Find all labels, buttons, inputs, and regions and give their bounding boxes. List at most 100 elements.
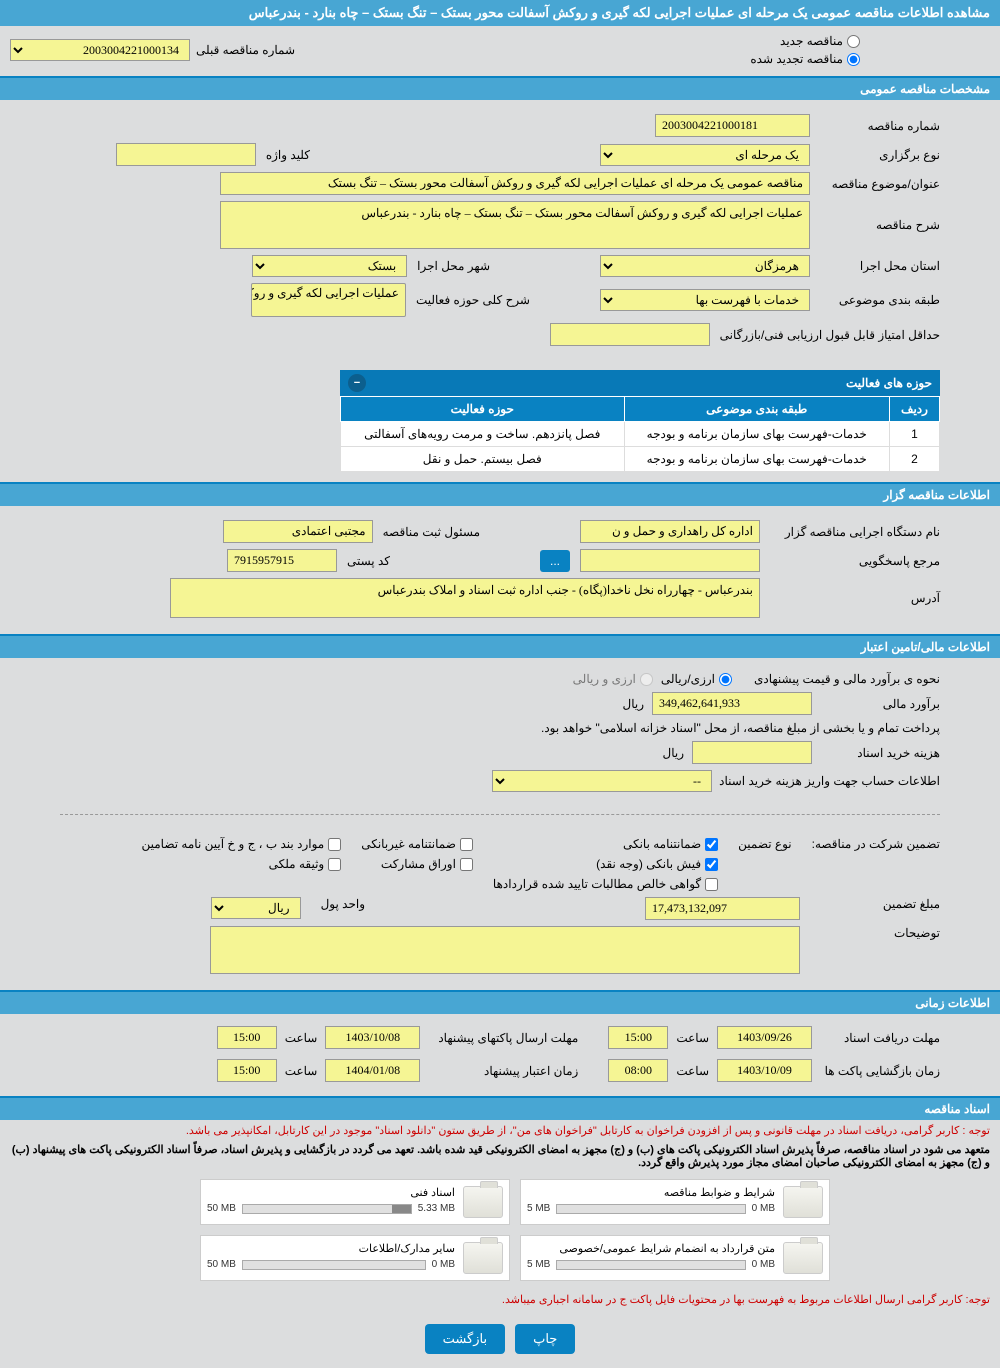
min-score-input[interactable] <box>550 323 710 346</box>
progress-bar <box>556 1260 745 1270</box>
responder-input[interactable] <box>580 549 760 572</box>
min-score-label: حداقل امتیاز قابل قبول ارزیابی فنی/بازرگ… <box>720 328 940 342</box>
type-label: نوع برگزاری <box>820 148 940 162</box>
account-label: اطلاعات حساب جهت واریز هزینه خرید اسناد <box>720 774 940 788</box>
validity-time-input[interactable] <box>217 1059 277 1082</box>
cell: خدمات-فهرست بهای سازمان برنامه و بودجه <box>624 447 889 472</box>
postal-label: کد پستی <box>347 554 390 568</box>
chk-bonds[interactable]: اوراق مشارکت <box>361 857 473 871</box>
estimate-input[interactable] <box>652 692 812 715</box>
keyword-label: کلید واژه <box>266 148 310 162</box>
collapse-icon[interactable]: − <box>348 374 366 392</box>
back-button[interactable]: بازگشت <box>425 1324 505 1354</box>
radio-renewed[interactable]: مناقصه تجدید شده <box>750 52 860 66</box>
chk-label: موارد بند ب ، ج و خ آیین نامه تضامین <box>142 837 325 851</box>
classification-select[interactable]: خدمات با فهرست بها <box>600 289 810 311</box>
subject-label: عنوان/موضوع مناقصه <box>820 177 940 191</box>
section-documents: اسناد مناقصه <box>0 1096 1000 1120</box>
doc-used: 0 MB <box>752 1259 775 1270</box>
open-time-input[interactable] <box>608 1059 668 1082</box>
doc-box-other[interactable]: سایر مدارک/اطلاعات 0 MB 50 MB <box>200 1235 510 1281</box>
cell: 1 <box>890 422 940 447</box>
col-row: ردیف <box>890 397 940 422</box>
page-title: مشاهده اطلاعات مناقصه عمومی یک مرحله ای … <box>0 0 1000 26</box>
cell: 2 <box>890 447 940 472</box>
org-input[interactable] <box>580 520 760 543</box>
chk-label: اوراق مشارکت <box>381 857 456 871</box>
keyword-input[interactable] <box>116 143 256 166</box>
account-select[interactable]: -- <box>492 770 712 792</box>
general-form: شماره مناقصه نوع برگزاری یک مرحله ای کلی… <box>0 100 1000 360</box>
city-select[interactable]: بستک <box>252 255 407 277</box>
chk-net-claims[interactable]: گواهی خالص مطالبات تایید شده قراردادها <box>493 877 718 891</box>
send-time-input[interactable] <box>217 1026 277 1049</box>
send-date-input[interactable] <box>325 1026 420 1049</box>
chk-label: ضمانتنامه غیربانکی <box>361 837 456 851</box>
address-textarea[interactable]: بندرعباس - چهارراه نخل ناخدا(پگاه) - جنب… <box>170 578 760 618</box>
chk-clauses[interactable]: موارد بند ب ، ج و خ آیین نامه تضامین <box>142 837 342 851</box>
cell: فصل بیستم. حمل و نقل <box>341 447 625 472</box>
docs-grid: شرایط و ضوابط مناقصه 0 MB 5 MB اسناد فنی… <box>0 1171 1000 1289</box>
postal-input[interactable] <box>227 549 337 572</box>
description-textarea[interactable]: عملیات اجرایی لکه گیری و روکش آسفالت محو… <box>220 201 810 249</box>
tender-number-input[interactable] <box>655 114 810 137</box>
type-select[interactable]: یک مرحله ای <box>600 144 810 166</box>
activity-desc-label: شرح کلی حوزه فعالیت <box>416 293 530 307</box>
estimate-label: برآورد مالی <box>820 697 940 711</box>
prev-number-label: شماره مناقصه قبلی <box>196 43 295 57</box>
prev-number-select[interactable]: 2003004221000134 <box>10 39 190 61</box>
guarantee-notes-label: توضیحات <box>820 926 940 940</box>
progress-bar <box>556 1204 745 1214</box>
doc-box-technical[interactable]: اسناد فنی 5.33 MB 50 MB <box>200 1179 510 1225</box>
ellipsis-button[interactable]: ... <box>540 550 570 572</box>
button-row: چاپ بازگشت <box>0 1310 1000 1368</box>
open-date-input[interactable] <box>717 1059 812 1082</box>
unit-select[interactable]: ریال <box>211 897 301 919</box>
doc-total: 50 MB <box>207 1259 236 1270</box>
print-button[interactable]: چاپ <box>515 1324 575 1354</box>
chk-label: فیش بانکی (وجه نقد) <box>596 857 701 871</box>
guarantee-type-label: نوع تضمین <box>738 837 791 851</box>
doc-box-terms[interactable]: شرایط و ضوابط مناقصه 0 MB 5 MB <box>520 1179 830 1225</box>
organizer-form: نام دستگاه اجرایی مناقصه گزار مسئول ثبت … <box>0 506 1000 632</box>
chk-label: وثیقه ملکی <box>269 857 325 871</box>
radio-renewed-label: مناقصه تجدید شده <box>750 52 843 66</box>
chk-bank-guarantee[interactable]: ضمانتنامه بانکی <box>493 837 718 851</box>
radio-fx[interactable]: ارزی/ریالی <box>661 672 732 686</box>
registrar-input[interactable] <box>223 520 373 543</box>
responder-label: مرجع پاسخگویی <box>770 554 940 568</box>
address-label: آدرس <box>770 591 940 605</box>
chk-label: ضمانتنامه بانکی <box>623 837 701 851</box>
folder-icon <box>783 1186 823 1218</box>
method-label: نحوه ی برآورد مالی و قیمت پیشنهادی <box>740 672 940 686</box>
province-select[interactable]: هرمزگان <box>600 255 810 277</box>
activity-desc-select[interactable]: عملیات اجرایی لکه گیری و روکش آسفالت محو… <box>251 283 406 317</box>
doc-box-contract[interactable]: متن قرارداد به انضمام شرایط عمومی/خصوصی … <box>520 1235 830 1281</box>
hour-label-1: ساعت <box>676 1031 709 1045</box>
open-label: زمان بازگشایی پاکت ها <box>820 1064 940 1078</box>
doc-title: شرایط و ضوابط مناقصه <box>527 1186 775 1199</box>
chk-label: گواهی خالص مطالبات تایید شده قراردادها <box>493 877 701 891</box>
docs-note-2: متعهد می شود در اسناد مناقصه، صرفاً پذیر… <box>0 1141 1000 1171</box>
receive-time-input[interactable] <box>608 1026 668 1049</box>
chk-property[interactable]: وثیقه ملکی <box>142 857 342 871</box>
doc-cost-input[interactable] <box>692 741 812 764</box>
validity-date-input[interactable] <box>325 1059 420 1082</box>
subject-input[interactable] <box>220 172 810 195</box>
chk-bank-receipt[interactable]: فیش بانکی (وجه نقد) <box>493 857 718 871</box>
doc-total: 50 MB <box>207 1203 236 1214</box>
radio-new[interactable]: مناقصه جدید <box>750 34 860 48</box>
guarantee-amount-input[interactable] <box>645 897 800 920</box>
guarantee-form: تضمین شرکت در مناقصه: نوع تضمین ضمانتنام… <box>0 823 1000 988</box>
guarantee-title: تضمین شرکت در مناقصه: <box>812 837 940 851</box>
doc-title: سایر مدارک/اطلاعات <box>207 1242 455 1255</box>
guarantee-notes-textarea[interactable] <box>210 926 800 974</box>
chk-nonbank-guarantee[interactable]: ضمانتنامه غیربانکی <box>361 837 473 851</box>
progress-bar <box>242 1260 426 1270</box>
table-row: 2 خدمات-فهرست بهای سازمان برنامه و بودجه… <box>341 447 940 472</box>
folder-icon <box>463 1186 503 1218</box>
classification-label: طبقه بندی موضوعی <box>820 293 940 307</box>
radio-fx-only[interactable]: ارزی و ریالی <box>573 672 653 686</box>
section-financial: اطلاعات مالی/تامین اعتبار <box>0 634 1000 658</box>
receive-date-input[interactable] <box>717 1026 812 1049</box>
